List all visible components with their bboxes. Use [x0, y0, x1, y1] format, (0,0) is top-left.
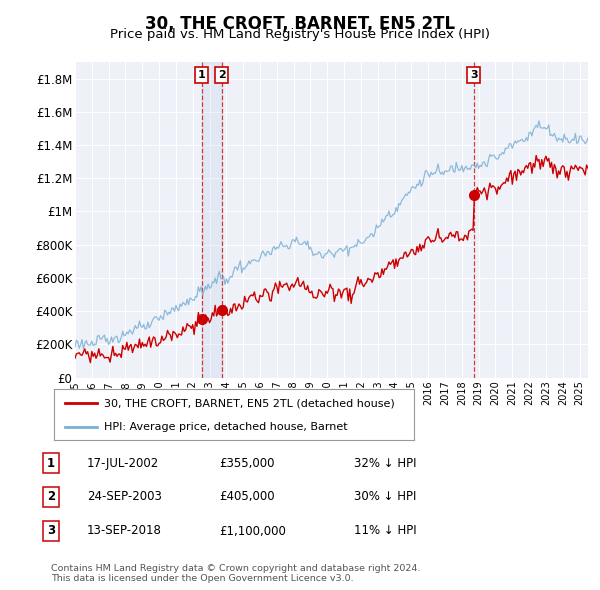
- Text: Contains HM Land Registry data © Crown copyright and database right 2024.
This d: Contains HM Land Registry data © Crown c…: [51, 563, 421, 583]
- Text: 17-JUL-2002: 17-JUL-2002: [87, 457, 159, 470]
- Text: 30, THE CROFT, BARNET, EN5 2TL (detached house): 30, THE CROFT, BARNET, EN5 2TL (detached…: [104, 398, 395, 408]
- Text: 1: 1: [47, 457, 55, 470]
- Text: Price paid vs. HM Land Registry's House Price Index (HPI): Price paid vs. HM Land Registry's House …: [110, 28, 490, 41]
- Text: 3: 3: [47, 525, 55, 537]
- Text: 13-SEP-2018: 13-SEP-2018: [87, 525, 162, 537]
- Text: HPI: Average price, detached house, Barnet: HPI: Average price, detached house, Barn…: [104, 422, 348, 432]
- Text: 3: 3: [470, 70, 478, 80]
- Text: 30% ↓ HPI: 30% ↓ HPI: [354, 490, 416, 503]
- Text: 30, THE CROFT, BARNET, EN5 2TL: 30, THE CROFT, BARNET, EN5 2TL: [145, 15, 455, 33]
- Text: 11% ↓ HPI: 11% ↓ HPI: [354, 525, 416, 537]
- Text: 32% ↓ HPI: 32% ↓ HPI: [354, 457, 416, 470]
- Text: 2: 2: [47, 490, 55, 503]
- Text: 1: 1: [198, 70, 206, 80]
- Text: £1,100,000: £1,100,000: [219, 525, 286, 537]
- Text: £355,000: £355,000: [219, 457, 275, 470]
- Text: 24-SEP-2003: 24-SEP-2003: [87, 490, 162, 503]
- Text: 2: 2: [218, 70, 226, 80]
- Text: £405,000: £405,000: [219, 490, 275, 503]
- Bar: [202, 62, 222, 378]
